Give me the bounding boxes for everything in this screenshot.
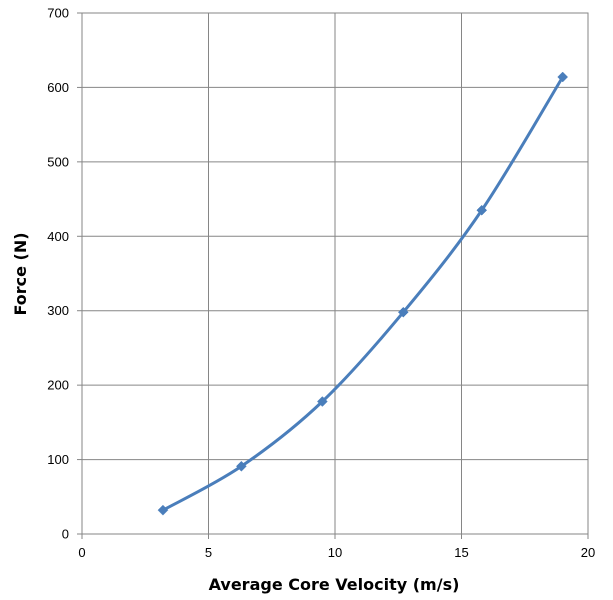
grid bbox=[81, 12, 589, 535]
data-point-marker bbox=[316, 396, 328, 407]
y-tick-label: 200 bbox=[47, 378, 69, 393]
y-axis-title: Force (N) bbox=[11, 232, 30, 315]
data-point-marker bbox=[157, 504, 169, 516]
x-tick-label: 15 bbox=[454, 545, 468, 560]
x-axis-title: Average Core Velocity (m/s) bbox=[209, 575, 460, 594]
x-tick-label: 20 bbox=[581, 545, 595, 560]
data-point-marker bbox=[236, 460, 247, 472]
y-tick-label: 300 bbox=[47, 303, 69, 318]
y-tick-label: 400 bbox=[47, 229, 69, 244]
data-point-marker bbox=[476, 204, 488, 216]
y-tick-label: 500 bbox=[47, 154, 69, 169]
series bbox=[157, 71, 569, 516]
axes bbox=[77, 12, 589, 539]
y-tick-label: 100 bbox=[47, 452, 69, 467]
x-tick-label: 0 bbox=[78, 545, 85, 560]
y-tick-label: 600 bbox=[47, 80, 69, 95]
series-line bbox=[161, 75, 565, 512]
tick-labels: 0 100 200 300 400 500 600 700 0 5 10 15 20 bbox=[47, 6, 595, 561]
data-point-marker bbox=[397, 306, 409, 318]
x-tick-label: 10 bbox=[328, 545, 342, 560]
x-tick-label: 5 bbox=[205, 545, 212, 560]
y-tick-label: 700 bbox=[47, 6, 69, 21]
data-point-marker bbox=[557, 71, 569, 83]
y-tick-label: 0 bbox=[62, 527, 69, 542]
